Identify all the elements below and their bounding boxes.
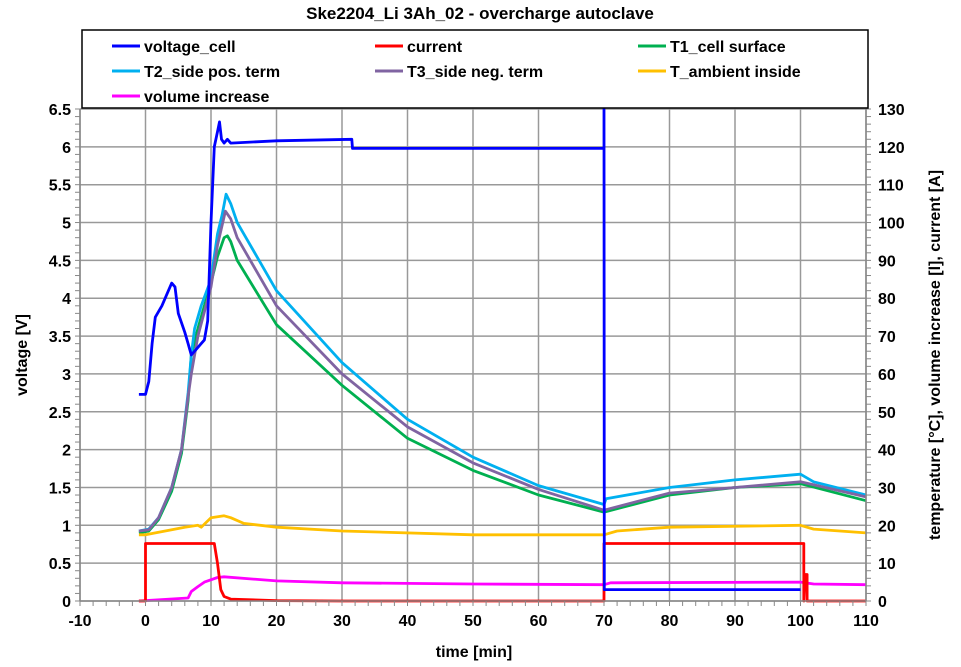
- y-tick-label: 5.5: [49, 178, 71, 195]
- x-tick-label: 50: [464, 613, 482, 630]
- y2-axis-label: temperature [°C], volume increase [l], c…: [927, 170, 944, 540]
- x-axis-label: time [min]: [436, 644, 512, 661]
- y-tick-label: 0.5: [49, 556, 71, 573]
- x-tick-label: 110: [853, 613, 879, 630]
- y2-tick-label: 40: [878, 443, 896, 460]
- series-group: [138, 107, 867, 603]
- axes: -10 0 10 20 30 40 50 60 70 80 90 100 11000.511.522.5…: [49, 102, 905, 630]
- series-line-t1-cell-surface: [138, 234, 867, 535]
- y-tick-label: 1.5: [49, 480, 71, 497]
- series-line-volume-increase: [138, 575, 867, 603]
- y2-tick-label: 90: [878, 253, 896, 270]
- x-tick-label: 10: [202, 613, 220, 630]
- legend-label: current: [407, 39, 463, 56]
- y2-tick-label: 0: [878, 594, 887, 611]
- legend: voltage_cell current T1_cell surface T2_sid…: [81, 29, 869, 109]
- y2-tick-label: 80: [878, 291, 896, 308]
- series-line-current: [138, 542, 866, 603]
- legend-label: voltage_cell: [144, 39, 236, 56]
- x-tick-label: 40: [399, 613, 417, 630]
- x-tick-label: 30: [333, 613, 351, 630]
- y2-tick-label: 120: [878, 140, 905, 157]
- y-tick-label: 5: [62, 216, 71, 233]
- x-tick-label: 0: [141, 613, 150, 630]
- series-line-t3-side-neg-term: [138, 209, 867, 533]
- y2-tick-label: 60: [878, 367, 896, 384]
- y-tick-label: 1: [62, 518, 71, 535]
- y2-tick-label: 20: [878, 518, 896, 535]
- x-tick-label: 60: [530, 613, 548, 630]
- series-line-voltage-cell: [138, 107, 801, 591]
- y2-tick-label: 10: [878, 556, 896, 573]
- x-tick-label: 90: [726, 613, 744, 630]
- legend-label: volume increase: [144, 89, 270, 106]
- legend-box: [81, 29, 869, 109]
- x-tick-label: -10: [68, 613, 91, 630]
- y-tick-label: 4: [62, 291, 71, 308]
- y-tick-label: 4.5: [49, 253, 71, 270]
- y-tick-label: 2.5: [49, 405, 71, 422]
- x-tick-label: 20: [268, 613, 286, 630]
- x-tick-label: 70: [595, 613, 613, 630]
- y-tick-label: 3: [62, 367, 71, 384]
- legend-label: T3_side neg. term: [407, 64, 543, 81]
- chart-title: Ske2204_Li 3Ah_02 - overcharge autoclave: [306, 4, 654, 23]
- y-tick-label: 0: [62, 594, 71, 611]
- y-axis-label: voltage [V]: [14, 314, 31, 396]
- x-tick-label: 100: [787, 613, 814, 630]
- y2-tick-label: 110: [878, 178, 904, 195]
- y-tick-label: 6.5: [49, 102, 71, 119]
- y2-tick-label: 130: [878, 102, 905, 119]
- x-tick-label: 80: [661, 613, 679, 630]
- y2-tick-label: 100: [878, 216, 905, 233]
- legend-label: T2_side pos. term: [144, 64, 280, 81]
- legend-label: T_ambient inside: [670, 64, 801, 81]
- y-tick-label: 6: [62, 140, 71, 157]
- series-line-t-ambient-inside: [138, 514, 867, 537]
- legend-label: T1_cell surface: [670, 39, 786, 56]
- y2-tick-label: 30: [878, 480, 896, 497]
- y-tick-label: 2: [62, 443, 71, 460]
- y2-tick-label: 50: [878, 405, 896, 422]
- y-tick-label: 3.5: [49, 329, 71, 346]
- y2-tick-label: 70: [878, 329, 896, 346]
